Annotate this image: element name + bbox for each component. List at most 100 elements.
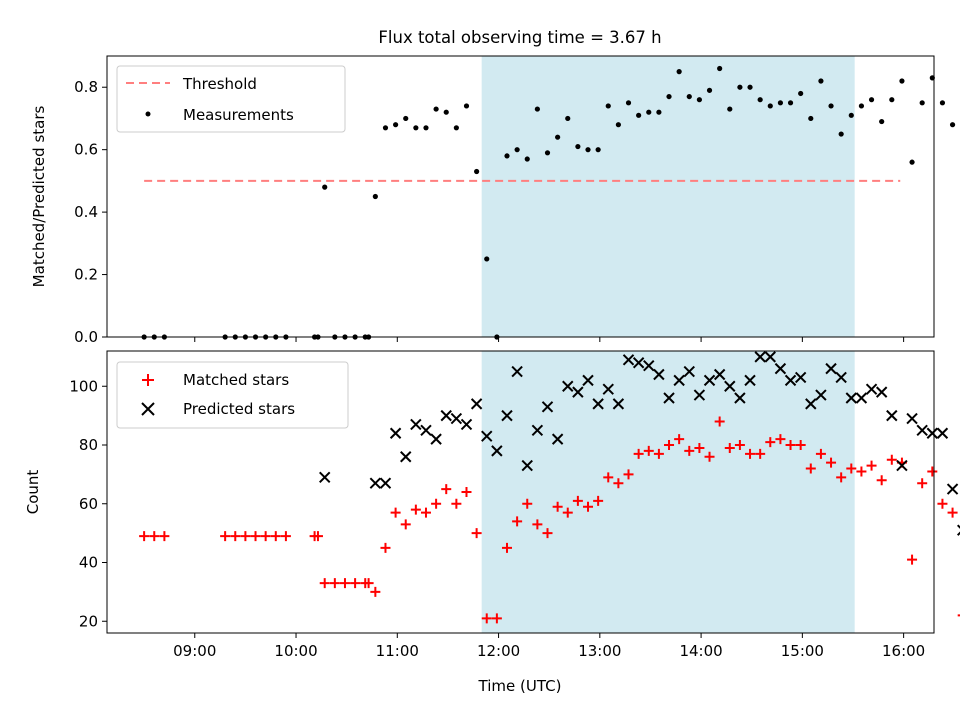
measurement-point <box>382 125 389 131</box>
measurement-point <box>858 103 865 109</box>
measurement-point <box>706 87 713 93</box>
bottom-y-tick-label: 20 <box>79 612 98 630</box>
measurement-point <box>798 90 804 97</box>
predicted-star-point <box>511 365 523 378</box>
predicted-star-point <box>551 433 564 445</box>
matched-star-point <box>149 531 160 542</box>
predicted-star-point <box>501 409 513 422</box>
x-tick-label: 16:00 <box>882 642 925 660</box>
matched-star-point <box>633 448 644 459</box>
predicted-star-point <box>896 459 908 472</box>
predicted-star-point <box>936 427 949 439</box>
measurement-point <box>565 115 571 122</box>
measurement-point <box>747 84 753 90</box>
predicted-star-point <box>450 412 463 425</box>
predicted-star-point <box>470 398 483 410</box>
predicted-star-point <box>956 524 960 536</box>
measurement-point <box>838 131 844 137</box>
predicted-star-point <box>946 483 959 495</box>
predicted-star-point <box>612 398 625 410</box>
matched-star-point <box>856 466 867 477</box>
measurement-point <box>808 115 814 122</box>
matched-star-point <box>613 478 624 489</box>
predicted-star-point <box>744 374 756 387</box>
matched-star-point <box>312 531 323 542</box>
measurement-point <box>737 84 743 90</box>
matched-star-point <box>471 528 482 539</box>
bottom-legend: Matched stars Predicted stars <box>116 361 349 429</box>
matched-star-point <box>339 578 350 589</box>
matched-star-point <box>532 519 543 530</box>
predicted-star-point <box>531 424 544 437</box>
measurement-point <box>322 184 328 190</box>
matched-star-point <box>907 554 918 565</box>
matched-star-point <box>270 531 281 542</box>
predicted-star-point <box>663 392 675 404</box>
measurement-point <box>889 97 895 103</box>
matched-star-point <box>785 440 796 450</box>
matched-star-point <box>927 466 938 477</box>
matched-star-point <box>481 613 492 624</box>
predicted-star-point <box>379 477 392 489</box>
predicted-star-point <box>582 374 594 387</box>
matched-star-point <box>319 578 330 589</box>
measurements-legend-label: Measurements <box>183 106 294 124</box>
figure-title: Flux total observing time = 3.67 h <box>378 28 661 47</box>
bottom-plot-frame <box>106 350 935 634</box>
matched-star-point <box>280 531 291 542</box>
predicted-star-point <box>319 471 331 484</box>
measurement-point <box>585 147 591 153</box>
matched-legend-label: Matched stars <box>183 371 289 389</box>
matched-star-point <box>866 460 877 471</box>
matched-star-point <box>491 613 502 624</box>
matched-star-point <box>501 542 512 553</box>
matched-star-point <box>370 586 381 597</box>
top-x-axis <box>194 337 905 342</box>
measurement-point <box>868 97 875 103</box>
matched-star-point <box>380 542 391 553</box>
matched-star-point <box>552 501 563 512</box>
measurement-point <box>818 78 824 84</box>
top-y-tick-label: 0.2 <box>74 266 98 284</box>
predicted-star-point <box>845 392 858 404</box>
top-panel: 0.00.20.40.60.8 Matched/Predicted stars … <box>30 55 956 346</box>
bottom-y-label: Count <box>24 470 42 515</box>
measurement-point <box>757 97 763 103</box>
matched-star-point <box>593 495 604 506</box>
measurement-point <box>676 69 682 75</box>
matched-star-point <box>329 578 340 589</box>
measurement-point <box>879 118 885 125</box>
predicted-star-point <box>683 365 695 378</box>
predicted-star-point <box>693 389 706 401</box>
predicted-star-point <box>805 398 817 410</box>
matched-star-point <box>846 463 857 474</box>
measurement-point <box>504 153 510 159</box>
x-tick-label: 13:00 <box>578 642 621 660</box>
bottom-y-axis: 20 40 60 80 100 <box>69 377 107 630</box>
top-y-tick-label: 0.0 <box>74 328 98 346</box>
matched-star-point <box>765 437 776 448</box>
matched-star-point <box>451 498 462 509</box>
predicted-star-point <box>491 445 503 457</box>
predicted-star-point <box>521 459 533 472</box>
measurement-point <box>463 103 470 109</box>
matched-star-point <box>745 448 756 459</box>
matched-star-point <box>431 498 442 509</box>
measurement-point <box>615 122 621 128</box>
matched-star-point <box>795 440 806 450</box>
measurement-point <box>403 115 409 122</box>
matched-star-point <box>775 434 786 445</box>
x-axis-label: Time (UTC) <box>478 677 562 695</box>
top-plot-frame <box>106 55 935 338</box>
measurement-point <box>484 256 490 262</box>
matched-star-point <box>250 531 261 542</box>
measurement-point <box>727 106 733 112</box>
matched-star-point <box>876 475 887 486</box>
predicted-star-point <box>754 351 766 363</box>
matched-star-point <box>886 454 897 465</box>
measurement-point <box>636 112 642 118</box>
measurement-point <box>696 97 703 103</box>
predicted-star-point <box>703 374 716 387</box>
measurement-point <box>625 100 632 106</box>
